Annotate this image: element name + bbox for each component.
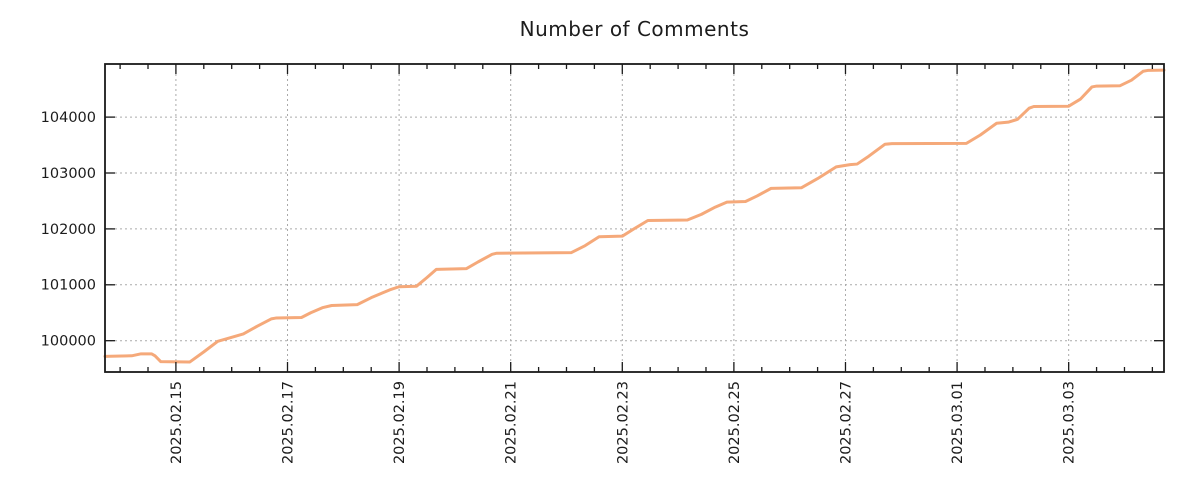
x-tick-label: 2025.02.21 [504,381,520,464]
x-tick-label: 2025.02.25 [727,381,743,464]
x-tick-label: 2025.03.01 [950,381,966,464]
x-tick-label: 2025.02.15 [169,381,185,464]
x-tick-label: 2025.02.17 [281,381,297,464]
chart-title: Number of Comments [519,17,750,41]
x-tick-label: 2025.02.19 [392,381,408,464]
y-tick-label: 100000 [41,334,96,350]
number-of-comments-line-series [103,68,1166,364]
plot-border [104,63,1165,373]
y-tick-label: 103000 [41,166,96,182]
y-tick-label: 101000 [41,278,96,294]
x-tick-label: 2025.02.23 [615,381,631,464]
x-tick-label: 2025.03.03 [1062,381,1078,464]
x-tick-label: 2025.02.27 [838,381,854,464]
y-tick-label: 102000 [41,222,96,238]
y-tick-label: 104000 [41,110,96,126]
